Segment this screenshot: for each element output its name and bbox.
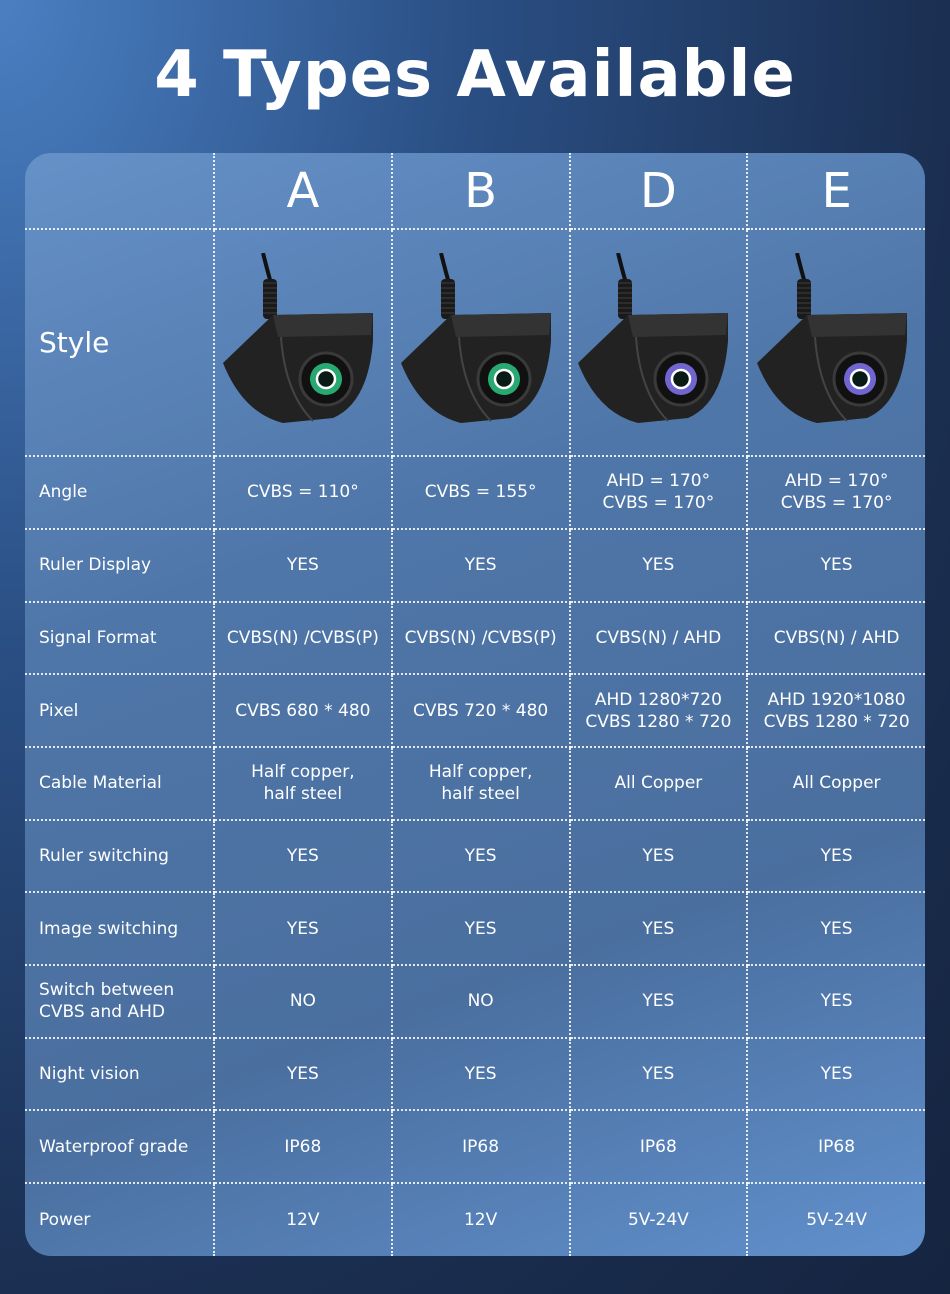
cell-D: CVBS(N) / AHD <box>568 600 749 676</box>
page-title: 4 Types Available <box>154 38 796 112</box>
cell-A: CVBS(N) /CVBS(P) <box>213 600 393 676</box>
cell-D: YES <box>568 1036 749 1112</box>
cell-A: IP68 <box>213 1109 393 1185</box>
row-label: Pixel <box>25 673 215 748</box>
camera-icon <box>222 252 373 423</box>
cell-E: AHD = 170° CVBS = 170° <box>746 455 925 530</box>
cell-B: CVBS(N) /CVBS(P) <box>390 600 571 676</box>
table-row: Night vision YES YES YES YES <box>25 1036 925 1112</box>
cell-A: 12V <box>213 1182 393 1256</box>
cell-B: YES <box>390 527 571 603</box>
cell-E: YES <box>746 818 925 894</box>
cell-B: YES <box>390 891 571 967</box>
model-header-E: E <box>746 153 925 231</box>
camera-image-D <box>568 228 749 458</box>
row-label: Cable Material <box>25 745 215 821</box>
cell-D: YES <box>568 527 749 603</box>
row-label: Night vision <box>25 1036 215 1112</box>
cell-A: YES <box>213 527 393 603</box>
row-label: Ruler Display <box>25 527 215 603</box>
cell-B: IP68 <box>390 1109 571 1185</box>
table-row: Angle CVBS = 110° CVBS = 155° AHD = 170° CVB… <box>25 455 925 530</box>
cell-B: CVBS 720 * 480 <box>390 673 571 748</box>
table-row: Ruler switching YES YES YES YES <box>25 818 925 894</box>
cell-E: YES <box>746 1036 925 1112</box>
table-row: Power 12V 12V 5V-24V 5V-24V <box>25 1182 925 1256</box>
row-label: Angle <box>25 455 215 530</box>
cell-A: CVBS = 110° <box>213 455 393 530</box>
cell-E: CVBS(N) / AHD <box>746 600 925 676</box>
table-row: Cable Material Half copper, half steel Half… <box>25 745 925 821</box>
camera-icon <box>578 252 729 423</box>
cell-E: YES <box>746 964 925 1039</box>
table-row: Waterproof grade IP68 IP68 IP68 IP68 <box>25 1109 925 1185</box>
style-label: Style <box>25 228 215 458</box>
cell-A: YES <box>213 891 393 967</box>
camera-image-A <box>213 228 393 458</box>
cell-B: NO <box>390 964 571 1039</box>
model-header-B: B <box>390 153 571 231</box>
table-row: Signal Format CVBS(N) /CVBS(P) CVBS(N) /CV… <box>25 600 925 676</box>
row-label: Image switching <box>25 891 215 967</box>
cell-A: YES <box>213 1036 393 1112</box>
cell-B: CVBS = 155° <box>390 455 571 530</box>
cell-B: YES <box>390 818 571 894</box>
cell-B: YES <box>390 1036 571 1112</box>
camera-icon <box>400 252 551 423</box>
row-label: Power <box>25 1182 215 1256</box>
cell-D: YES <box>568 964 749 1039</box>
camera-image-E <box>746 228 925 458</box>
cell-E: IP68 <box>746 1109 925 1185</box>
row-label: Waterproof grade <box>25 1109 215 1185</box>
cell-D: AHD 1280*720 CVBS 1280 * 720 <box>568 673 749 748</box>
table-row: Ruler Display YES YES YES YES <box>25 527 925 603</box>
cell-D: 5V-24V <box>568 1182 749 1256</box>
cell-D: YES <box>568 891 749 967</box>
row-label: Ruler switching <box>25 818 215 894</box>
cell-E: YES <box>746 891 925 967</box>
model-header-A: A <box>213 153 393 231</box>
cell-D: AHD = 170° CVBS = 170° <box>568 455 749 530</box>
table-row: Pixel CVBS 680 * 480 CVBS 720 * 480 AHD 128… <box>25 673 925 748</box>
camera-icon <box>756 252 907 423</box>
cell-D: IP68 <box>568 1109 749 1185</box>
cell-E: YES <box>746 527 925 603</box>
corner-cell <box>25 153 215 231</box>
cell-B: 12V <box>390 1182 571 1256</box>
row-label: Signal Format <box>25 600 215 676</box>
model-header-D: D <box>568 153 749 231</box>
cell-E: All Copper <box>746 745 925 821</box>
cell-A: CVBS 680 * 480 <box>213 673 393 748</box>
table-row: Switch between CVBS and AHD NO NO YES YES <box>25 964 925 1039</box>
cell-B: Half copper, half steel <box>390 745 571 821</box>
cell-A: Half copper, half steel <box>213 745 393 821</box>
table-row: Image switching YES YES YES YES <box>25 891 925 967</box>
row-label: Switch between CVBS and AHD <box>25 964 215 1039</box>
cell-A: NO <box>213 964 393 1039</box>
cell-D: All Copper <box>568 745 749 821</box>
camera-image-B <box>390 228 571 458</box>
cell-E: AHD 1920*1080 CVBS 1280 * 720 <box>746 673 925 748</box>
cell-A: YES <box>213 818 393 894</box>
cell-E: 5V-24V <box>746 1182 925 1256</box>
cell-D: YES <box>568 818 749 894</box>
